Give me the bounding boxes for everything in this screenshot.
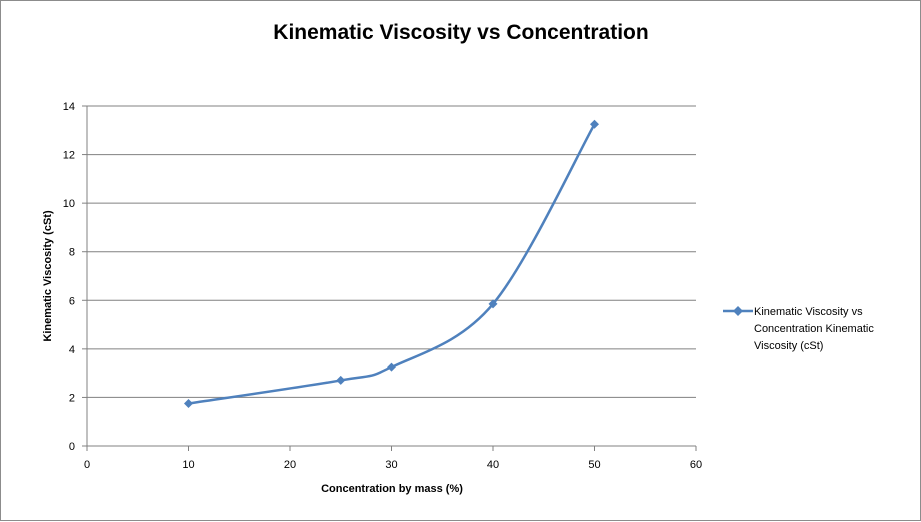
y-tick-label-0: 0 — [69, 441, 75, 453]
data-point-10 — [184, 399, 193, 408]
legend-marker-diamond — [733, 306, 743, 316]
gridlines — [87, 105, 696, 398]
x-tick-label-10: 10 — [182, 459, 194, 471]
y-tick-label-6: 6 — [69, 295, 75, 307]
y-tick-label-2: 2 — [69, 392, 75, 404]
legend-entry-line-3: Viscosity (cSt) — [754, 340, 823, 352]
y-tick-label-12: 12 — [63, 150, 75, 162]
y-tick-label-10: 10 — [63, 198, 75, 210]
x-tick-labels: 0 10 20 30 40 50 60 — [84, 459, 702, 471]
x-tick-label-50: 50 — [588, 459, 600, 471]
series-line-0 — [188, 123, 596, 405]
y-axis-label: Kinematic Viscosity (cSt) — [42, 210, 54, 342]
axes — [82, 105, 697, 451]
y-tick-label-8: 8 — [69, 247, 75, 259]
data-point-50 — [590, 119, 599, 129]
series-layer — [184, 119, 599, 408]
x-tick-label-60: 60 — [690, 459, 702, 471]
x-axis-label: Concentration by mass (%) — [321, 483, 463, 495]
data-point-40 — [488, 299, 498, 309]
chart-title: Kinematic Viscosity vs Concentration — [273, 21, 648, 44]
x-tick-label-40: 40 — [487, 459, 499, 471]
data-point-30 — [387, 362, 396, 372]
y-tick-label-4: 4 — [69, 344, 75, 356]
x-tick-label-0: 0 — [84, 459, 90, 471]
legend: Kinematic Viscosity vs Concentration Kin… — [723, 306, 874, 352]
legend-entry-line-2: Concentration Kinematic — [754, 323, 874, 335]
data-point-25 — [336, 375, 346, 385]
x-tick-label-30: 30 — [385, 459, 397, 471]
y-tick-labels: 0 2 4 6 8 10 12 14 — [63, 101, 75, 453]
x-tick-label-20: 20 — [284, 459, 296, 471]
legend-entry-line-1: Kinematic Viscosity vs — [754, 306, 863, 318]
y-tick-label-14: 14 — [63, 101, 75, 113]
